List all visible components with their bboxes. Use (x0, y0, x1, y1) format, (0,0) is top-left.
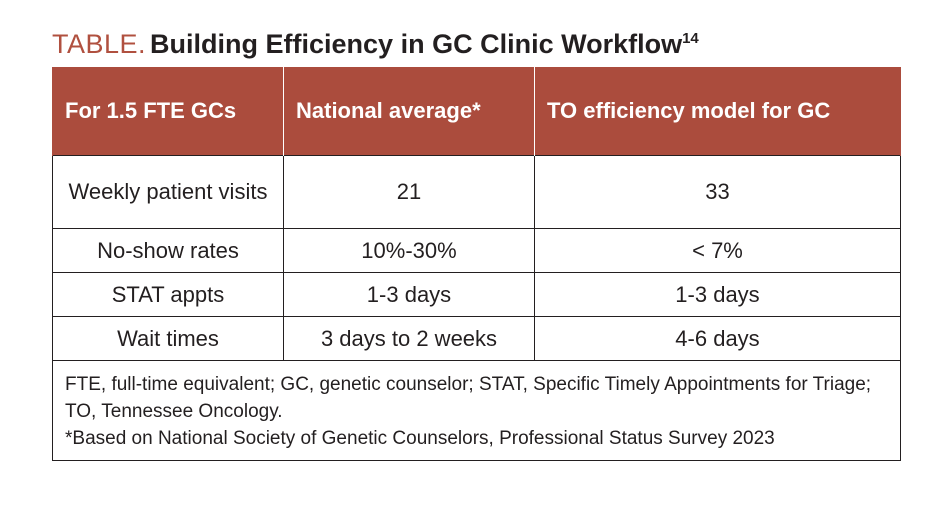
national-average-cell: 21 (283, 155, 535, 229)
row-label-cell: STAT appts (52, 272, 284, 317)
title-superscript: 14 (682, 30, 699, 47)
national-average-cell: 10%-30% (283, 228, 535, 273)
header-cell: National average* (283, 67, 535, 156)
efficiency-table: For 1.5 FTE GCs National average* TO eff… (52, 67, 901, 461)
row-label-cell: Weekly patient visits (52, 155, 284, 229)
national-average-cell: 1-3 days (283, 272, 535, 317)
source-footnote: *Based on National Society of Genetic Co… (65, 428, 775, 449)
footnote-cell: FTE, full-time equivalent; GC, genetic c… (52, 360, 901, 461)
table-row: Weekly patient visits 21 33 (52, 155, 901, 229)
title-main: Building Efficiency in GC Clinic Workflo… (150, 29, 683, 59)
row-label-cell: No-show rates (52, 228, 284, 273)
table-row: STAT appts 1-3 days 1-3 days (52, 272, 901, 317)
header-cell: For 1.5 FTE GCs (52, 67, 284, 156)
to-model-cell: 4-6 days (534, 316, 901, 361)
row-label-cell: Wait times (52, 316, 284, 361)
table-title: TABLE. Building Efficiency in GC Clinic W… (52, 24, 699, 64)
footnote-row: FTE, full-time equivalent; GC, genetic c… (52, 360, 901, 461)
title-prefix: TABLE. (52, 29, 147, 59)
header-cell: TO efficiency model for GC (534, 67, 901, 156)
table-row: No-show rates 10%-30% < 7% (52, 228, 901, 273)
to-model-cell: < 7% (534, 228, 901, 273)
table-row: Wait times 3 days to 2 weeks 4-6 days (52, 316, 901, 361)
to-model-cell: 1-3 days (534, 272, 901, 317)
to-model-cell: 33 (534, 155, 901, 229)
abbreviations-footnote: FTE, full-time equivalent; GC, genetic c… (65, 374, 872, 422)
national-average-cell: 3 days to 2 weeks (283, 316, 535, 361)
header-row: For 1.5 FTE GCs National average* TO eff… (52, 67, 901, 156)
